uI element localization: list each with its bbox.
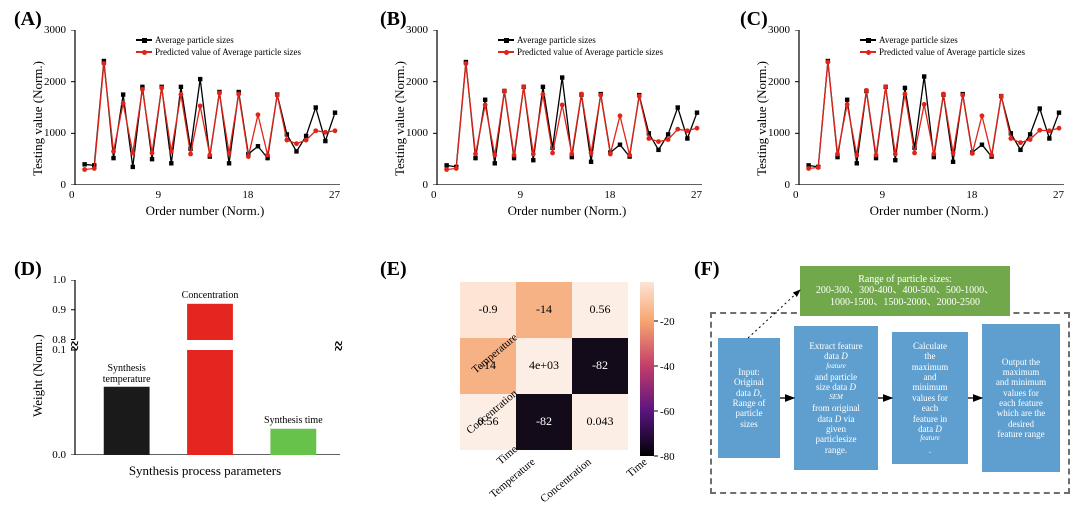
flow-box-2: Calculatethemaximumandminimumvalues fore…	[892, 332, 968, 464]
flow-box-0: Input:Originaldata D,Range ofparticlesiz…	[718, 338, 780, 458]
flowchart-F: Range of particle sizes:200-300、300-400、…	[0, 0, 1080, 506]
flow-box-3: Output themaximumand minimumvalues forea…	[982, 324, 1060, 472]
flow-title: Range of particle sizes:200-300、300-400、…	[800, 266, 1010, 316]
flow-box-1: Extract featuredata Dfeatureand particle…	[794, 326, 878, 470]
figure-root: (A) (B) (C) (D) (E) (F) 0918270100020003…	[0, 0, 1080, 506]
